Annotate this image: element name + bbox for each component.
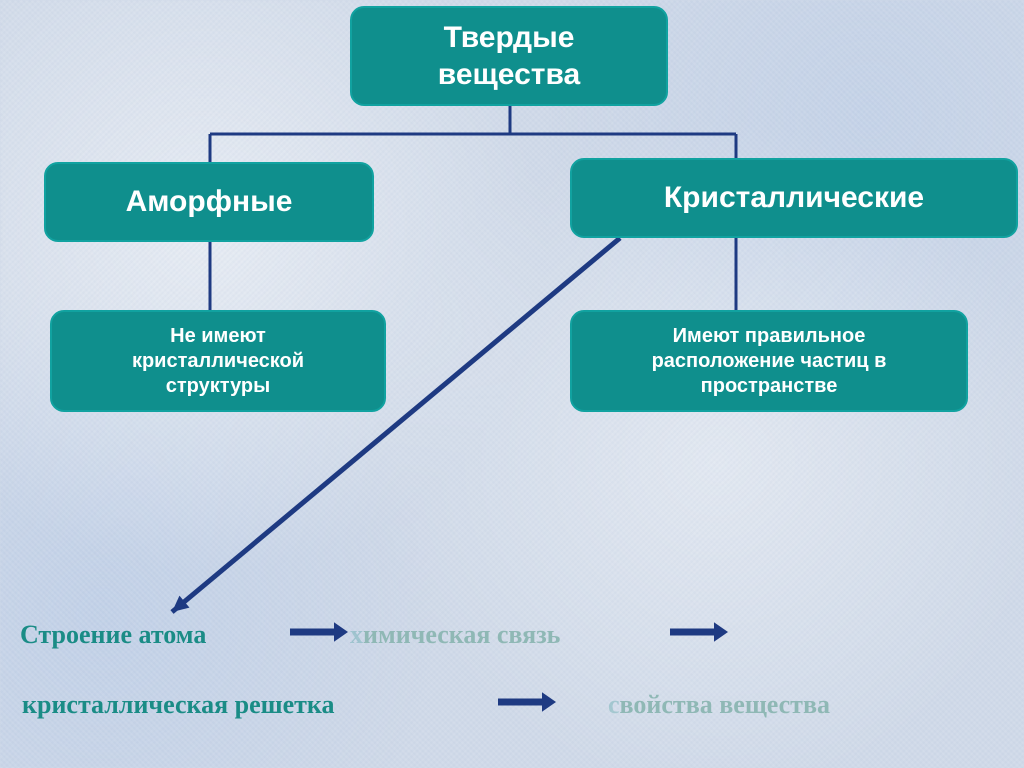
box-top-line1: Твердые	[438, 19, 580, 57]
box-crystalline-desc: Имеют правильное расположение частиц в п…	[570, 310, 968, 412]
box-left2-l3: структуры	[132, 374, 304, 399]
box-solid-substances: Твердые вещества	[350, 6, 668, 106]
box-top-line2: вещества	[438, 56, 580, 94]
box-right2-l3: пространстве	[652, 374, 887, 399]
box-amorphous-desc: Не имеют кристаллической структуры	[50, 310, 386, 412]
box-crystalline: Кристаллические	[570, 158, 1018, 238]
flow-label-props: свойства вещества	[608, 690, 830, 720]
box-left1-text: Аморфные	[126, 183, 293, 221]
box-left2-l2: кристаллической	[132, 349, 304, 374]
box-amorphous: Аморфные	[44, 162, 374, 242]
box-right2-l1: Имеют правильное	[652, 324, 887, 349]
box-left2-l1: Не имеют	[132, 324, 304, 349]
box-right1-text: Кристаллические	[664, 179, 924, 217]
flow-label-atom: Строение атома	[20, 620, 206, 650]
box-right2-l2: расположение частиц в	[652, 349, 887, 374]
flow-label-chem: химическая связь	[350, 620, 560, 650]
flow-label-latt: кристаллическая решетка	[22, 690, 335, 720]
